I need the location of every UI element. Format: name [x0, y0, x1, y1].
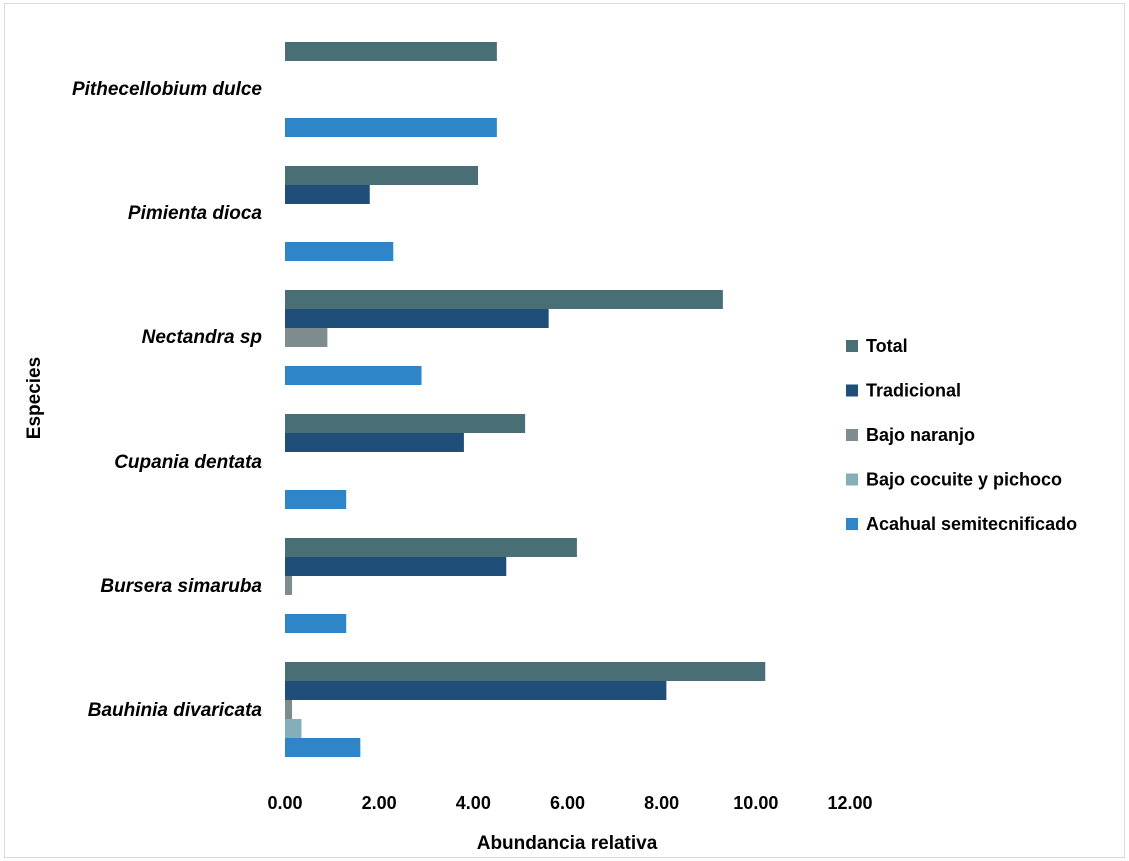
- bar-tradicional-bauhinia-divaricata: [285, 681, 667, 700]
- x-tick-label: 0.00: [267, 793, 302, 813]
- category-label: Cupania dentata: [114, 452, 262, 473]
- bar-tradicional-bursera-simaruba: [285, 557, 507, 576]
- bar-total-nectandra-sp: [285, 290, 723, 309]
- legend-swatch: [846, 473, 858, 486]
- bar-total-pithecellobium-dulce: [285, 42, 497, 61]
- bar-bajo-cocuite-y-pichoco-bauhinia-divaricata: [285, 719, 302, 738]
- category-label: Pithecellobium dulce: [72, 79, 262, 100]
- bar-tradicional-cupania-dentata: [285, 433, 464, 452]
- legend-label: Bajo cocuite y pichoco: [866, 470, 1062, 490]
- x-tick-labels: 0.00 2.00 4.00 6.00 8.00 10.00 12.00: [267, 793, 872, 813]
- legend-swatch: [846, 518, 858, 530]
- category-label: Nectandra sp: [142, 327, 262, 348]
- bar-total-bursera-simaruba: [285, 538, 577, 557]
- bar-total-pimienta-dioca: [285, 166, 479, 185]
- bar-bajo-naranjo-bauhinia-divaricata: [285, 700, 293, 719]
- legend-swatch: [846, 340, 858, 352]
- x-tick-label: 10.00: [733, 793, 778, 813]
- x-tick-label: 8.00: [644, 793, 679, 813]
- bar-total-bauhinia-divaricata: [285, 662, 766, 681]
- bar-tradicional-pimienta-dioca: [285, 185, 370, 204]
- x-tick-label: 12.00: [827, 793, 872, 813]
- legend-swatch: [846, 384, 858, 397]
- bar-acahual-semitecnificado-pimienta-dioca: [285, 242, 394, 261]
- bar-tradicional-nectandra-sp: [285, 309, 549, 328]
- category-label: Bauhinia divaricata: [88, 700, 263, 721]
- x-tick-label: 4.00: [456, 793, 491, 813]
- x-tick-label: 2.00: [362, 793, 397, 813]
- y-axis-title: Especies: [24, 357, 45, 439]
- legend: Total Tradicional Bajo naranjo Bajo cocuite…: [846, 336, 1077, 534]
- bar-acahual-semitecnificado-pithecellobium-dulce: [285, 118, 497, 137]
- bar-acahual-semitecnificado-nectandra-sp: [285, 366, 422, 385]
- bar-bajo-naranjo-bursera-simaruba: [285, 576, 293, 595]
- category-label: Bursera simaruba: [100, 576, 262, 597]
- x-tick-label: 6.00: [550, 793, 585, 813]
- legend-label: Tradicional: [866, 381, 961, 401]
- legend-label: Bajo naranjo: [866, 425, 975, 445]
- bars-group: [285, 42, 766, 757]
- legend-label: Total: [866, 336, 908, 356]
- bar-total-cupania-dentata: [285, 414, 526, 433]
- x-axis-title: Abundancia relativa: [477, 833, 658, 854]
- category-label: Pimienta dioca: [128, 203, 263, 224]
- bar-acahual-semitecnificado-bursera-simaruba: [285, 614, 347, 633]
- legend-swatch: [846, 429, 858, 441]
- bar-bajo-naranjo-nectandra-sp: [285, 328, 328, 347]
- category-labels: Pithecellobium dulce Pimienta dioca Nectan…: [72, 79, 262, 721]
- bar-acahual-semitecnificado-cupania-dentata: [285, 490, 347, 509]
- chart-frame: [4, 3, 1125, 858]
- legend-label: Acahual semitecnificado: [866, 514, 1077, 534]
- bar-acahual-semitecnificado-bauhinia-divaricata: [285, 738, 361, 757]
